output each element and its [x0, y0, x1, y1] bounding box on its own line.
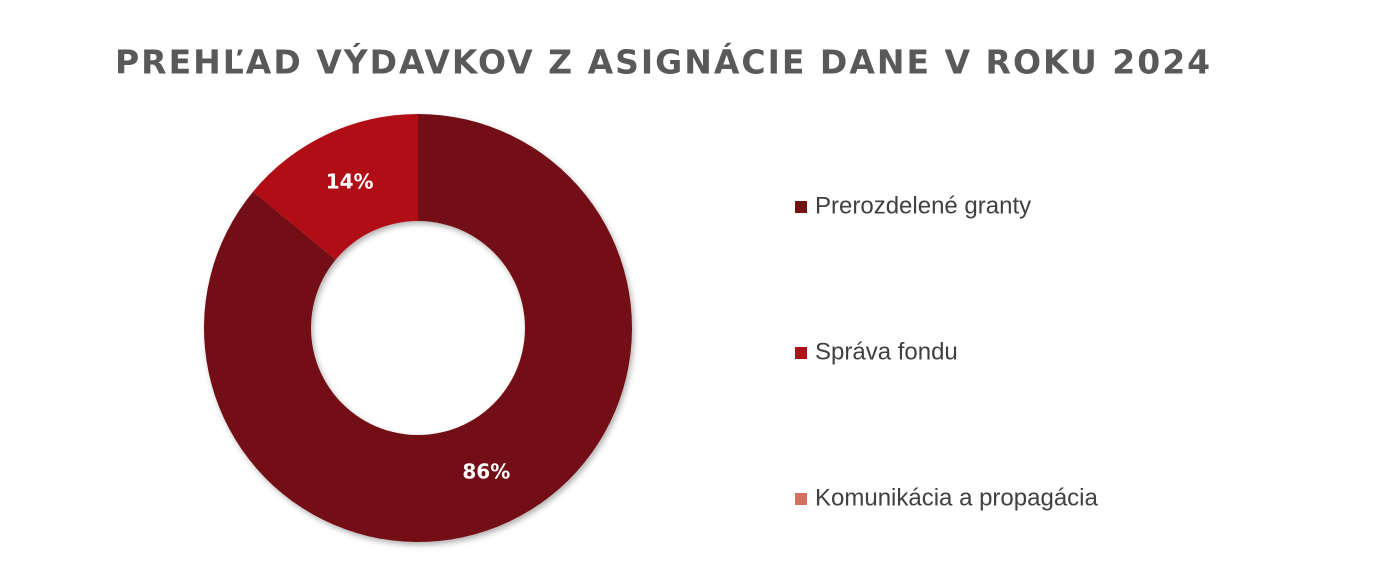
legend-swatch [795, 201, 807, 213]
legend-text: Správa fondu [815, 338, 958, 365]
donut-slice [203, 114, 632, 542]
legend-swatch [795, 493, 807, 505]
legend-text: Prerozdelené granty [815, 192, 1031, 219]
donut [203, 114, 632, 542]
value-label: 86% [462, 460, 510, 484]
chart-title: PREHĽAD VÝDAVKOV Z ASIGNÁCIE DANE V ROKU… [115, 42, 1212, 82]
legend-swatch [795, 347, 807, 359]
donut-slice [253, 114, 418, 260]
value-label: 14% [326, 169, 374, 193]
legend-text: Komunikácia a propagácia [815, 484, 1098, 511]
